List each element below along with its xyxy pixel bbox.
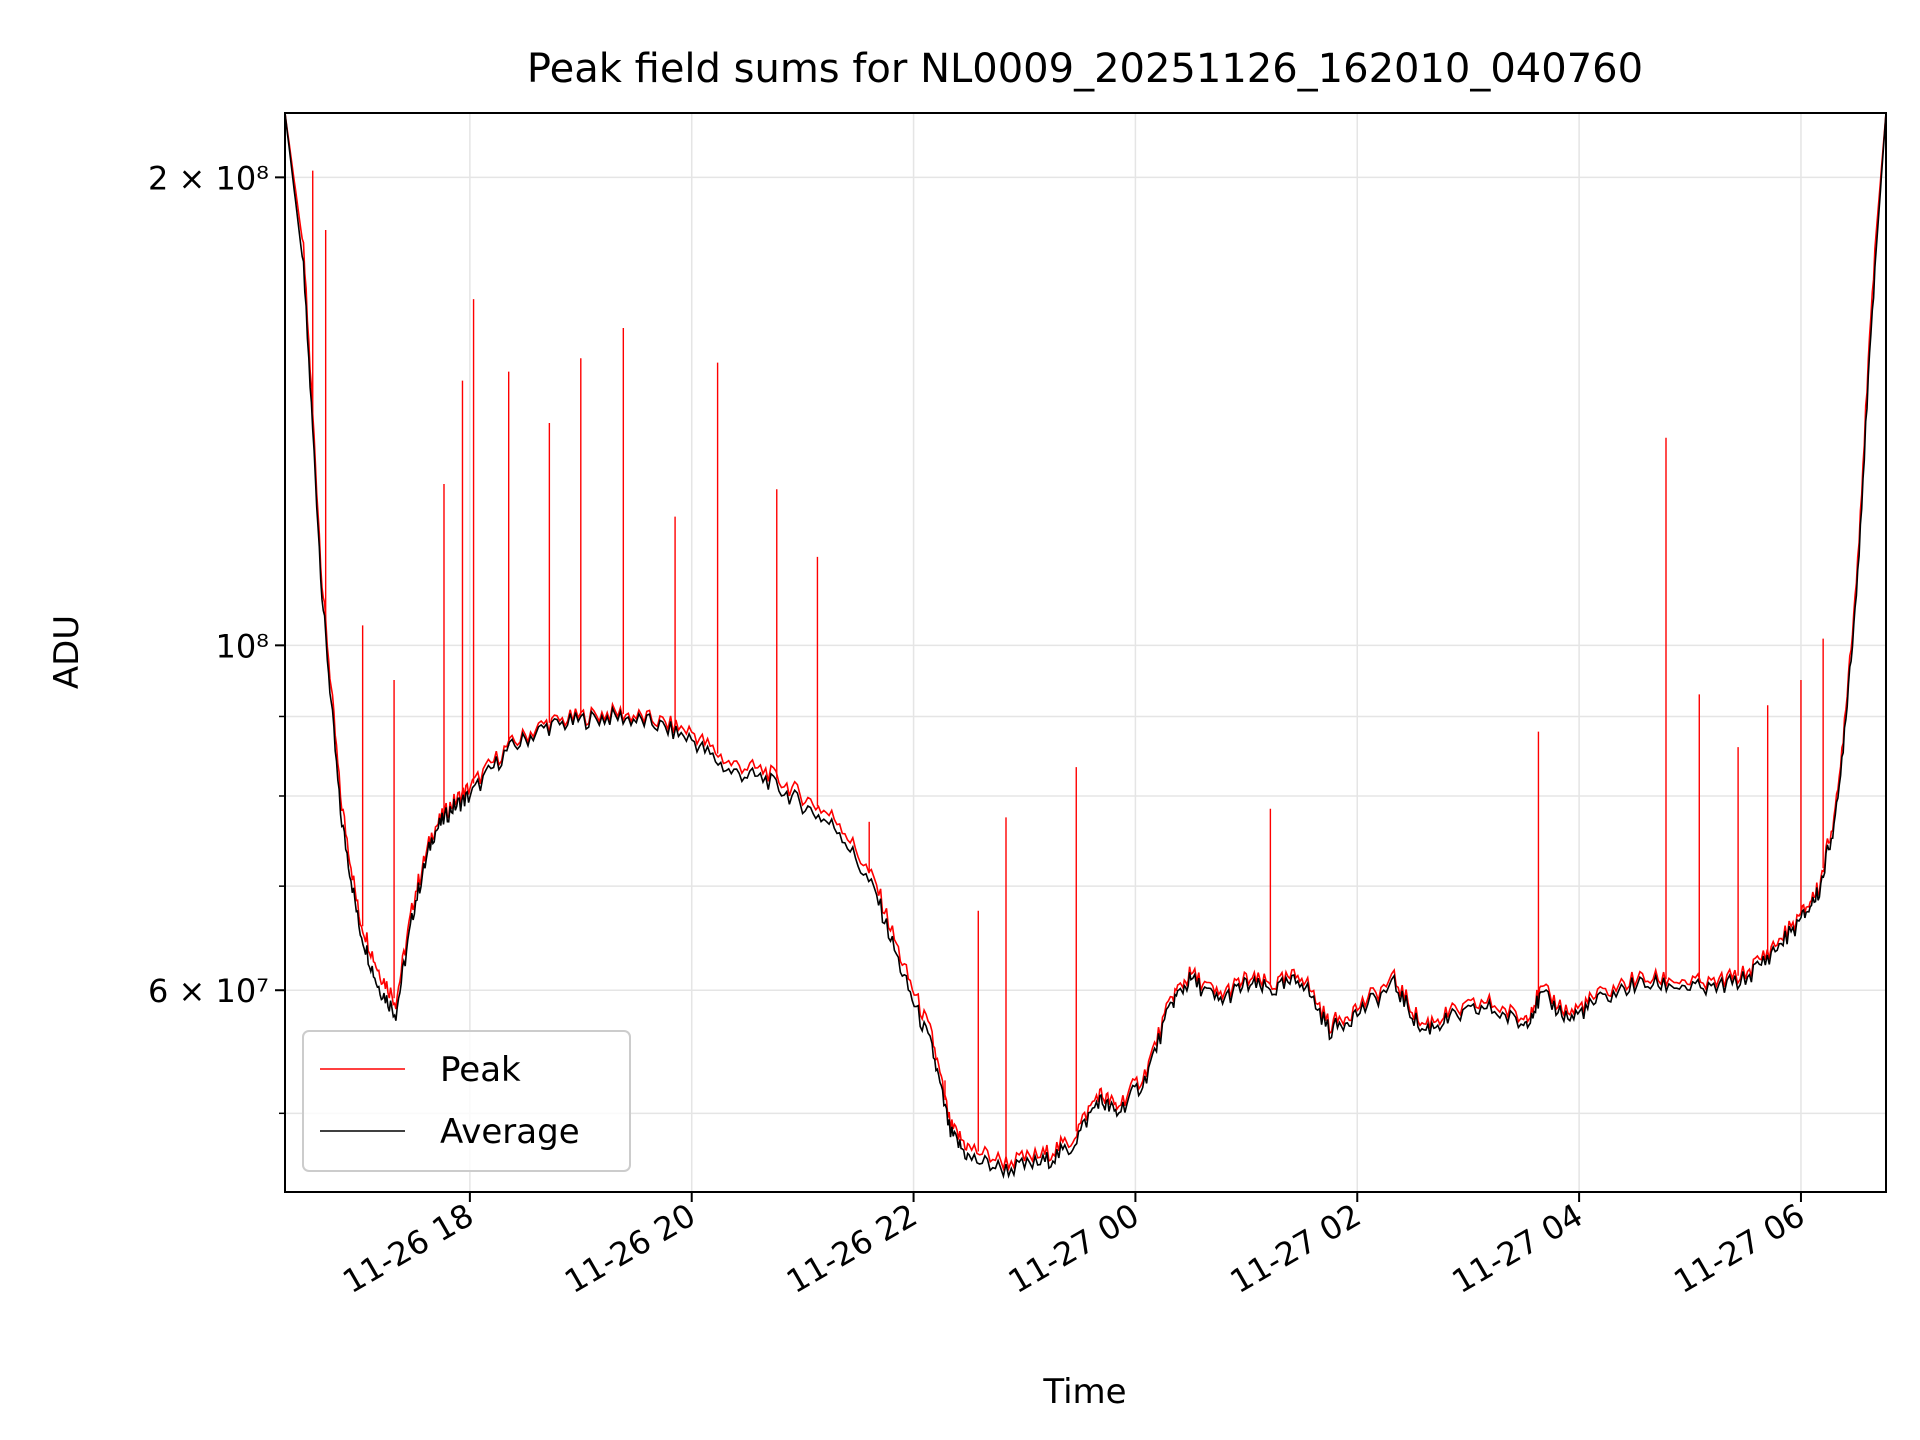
legend-box (302, 1030, 631, 1172)
plot-frame (284, 112, 1887, 1193)
series-line-average (285, 113, 1886, 1180)
legend: Peak Average (302, 1030, 631, 1172)
y-axis-label: ADU (47, 615, 87, 689)
y-tick-label: 10⁸ (215, 627, 269, 665)
y-tick-label: 6 × 10⁷ (148, 972, 269, 1010)
x-axis-label: Time (1042, 1372, 1126, 1412)
legend-average-label: Average (440, 1112, 580, 1152)
chart-title: Peak field sums for NL0009_20251126_1620… (527, 46, 1643, 92)
y-tick-label: 2 × 10⁸ (148, 159, 269, 197)
plot-series (285, 113, 1886, 1180)
legend-peak-label: Peak (440, 1050, 521, 1090)
